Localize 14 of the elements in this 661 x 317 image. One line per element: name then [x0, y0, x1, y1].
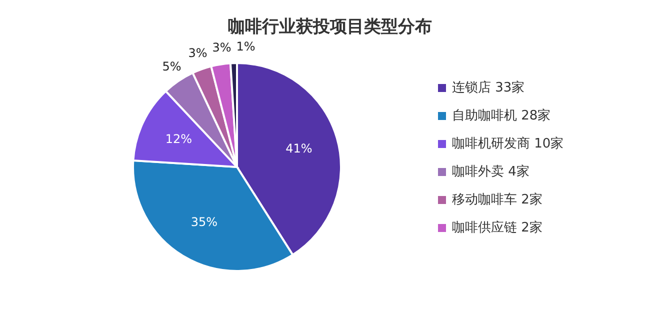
- legend-label: 咖啡供应链 2家: [452, 220, 542, 236]
- legend-label: 咖啡外卖 4家: [452, 164, 530, 180]
- data-label: 12%: [165, 132, 192, 146]
- data-label: 3%: [212, 40, 232, 55]
- legend-label: 连锁店 33家: [452, 80, 525, 96]
- legend-label: 自助咖啡机 28家: [452, 108, 551, 124]
- legend-label: 移动咖啡车 2家: [452, 192, 542, 208]
- chart-title: 咖啡行业获投项目类型分布: [228, 17, 432, 37]
- data-label: 1%: [236, 39, 256, 54]
- data-label: 5%: [162, 59, 182, 74]
- legend-label: 咖啡机研发商 10家: [452, 136, 564, 152]
- data-label: 35%: [190, 214, 218, 229]
- data-label: 3%: [188, 46, 208, 60]
- data-label: 41%: [286, 141, 312, 156]
